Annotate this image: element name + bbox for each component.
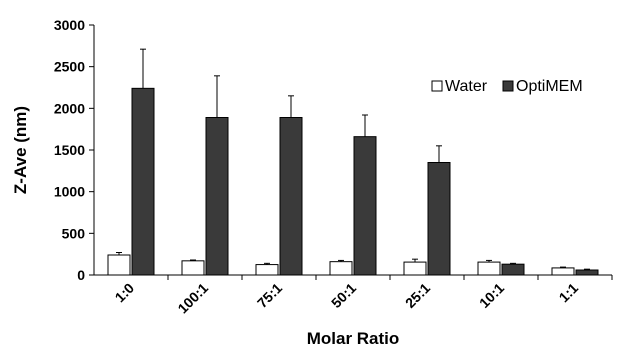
optimem-bar <box>205 117 229 276</box>
water-bar <box>477 261 501 276</box>
x-axis-title: Molar Ratio <box>307 329 400 348</box>
y-tick-label: 3000 <box>54 17 85 33</box>
y-tick-label: 2500 <box>54 59 85 75</box>
optimem-legend-swatch <box>502 80 514 92</box>
water-bar <box>255 264 279 276</box>
x-axis-ticks: 1:0 100:1 75:1 50:1 25:1 10:1 1:1 <box>111 275 613 317</box>
x-tick-label: 100:1 <box>174 280 211 317</box>
optimem-bar <box>427 162 451 276</box>
x-tick-label: 10:1 <box>476 280 507 311</box>
x-tick-label: 1:1 <box>555 280 581 306</box>
water-bar <box>181 260 205 276</box>
legend: Water OptiMEM <box>431 78 583 95</box>
y-axis-ticks: 0 500 1000 1500 2000 2500 3000 <box>54 17 94 283</box>
water-bar <box>551 267 575 276</box>
optimem-bar <box>575 269 599 276</box>
y-tick-label: 500 <box>62 225 86 241</box>
y-axis-title: Z-Ave (nm) <box>11 106 30 194</box>
bars <box>107 48 599 276</box>
x-tick-label: 25:1 <box>402 280 433 311</box>
optimem-bar <box>353 136 377 276</box>
water-bar <box>403 261 427 276</box>
y-tick-label: 1000 <box>54 184 85 200</box>
optimem-bar <box>501 263 525 276</box>
y-tick-label: 2000 <box>54 100 85 116</box>
water-bar <box>107 254 131 276</box>
water-legend-swatch <box>431 80 443 92</box>
water-bar <box>329 261 353 276</box>
y-tick-label: 1500 <box>54 142 85 158</box>
y-tick-label: 0 <box>77 267 85 283</box>
x-tick-label: 1:0 <box>111 280 137 306</box>
water-legend-label: Water <box>445 78 488 95</box>
x-tick-label: 50:1 <box>328 280 359 311</box>
optimem-bar <box>279 117 303 276</box>
optimem-bar <box>131 87 155 276</box>
x-tick-label: 75:1 <box>254 280 285 311</box>
optimem-legend-label: OptiMEM <box>516 78 583 95</box>
